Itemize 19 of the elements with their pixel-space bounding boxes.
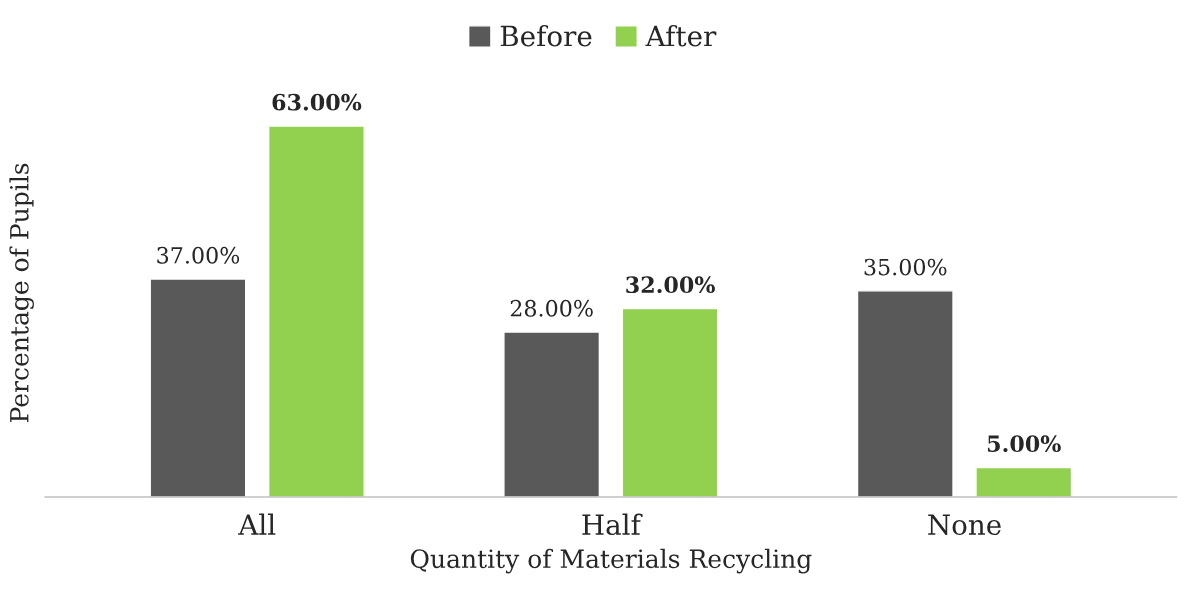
x-axis-title: Quantity of Materials Recycling (410, 548, 812, 574)
bar (856, 290, 954, 497)
bar (149, 278, 247, 497)
data-label: 37.00% (157, 246, 240, 264)
data-label: 63.00% (272, 93, 362, 111)
x-tick-label: Half (582, 513, 643, 536)
y-axis-title: Percentage of Pupils (9, 163, 34, 423)
bar (268, 125, 365, 497)
legend-label: After (645, 25, 717, 47)
bar (503, 331, 601, 497)
legend-label: Before (500, 25, 592, 47)
x-tick-label: All (238, 513, 276, 535)
data-label: 5.00% (987, 435, 1061, 453)
bar (975, 466, 1073, 497)
data-label: 32.00% (626, 276, 715, 294)
bar (621, 307, 719, 497)
data-label: 28.00% (510, 299, 593, 317)
x-tick-label: None (928, 514, 1001, 536)
data-label: 35.00% (864, 258, 947, 276)
